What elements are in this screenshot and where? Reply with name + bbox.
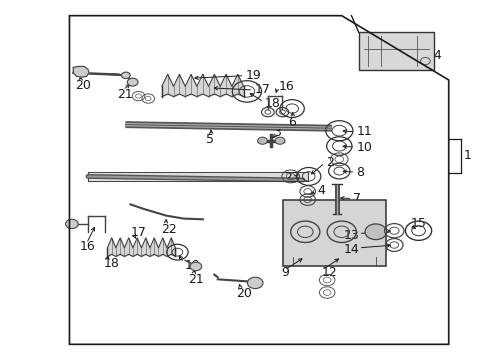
Circle shape — [190, 262, 201, 271]
Text: 17: 17 — [254, 84, 269, 96]
Text: 16: 16 — [278, 80, 294, 93]
Circle shape — [121, 72, 130, 78]
Text: 12: 12 — [321, 266, 336, 279]
Circle shape — [247, 277, 263, 289]
Text: 8: 8 — [356, 166, 364, 179]
Text: 14: 14 — [343, 243, 359, 256]
Circle shape — [365, 224, 386, 240]
Text: 5: 5 — [205, 133, 213, 146]
Text: 16: 16 — [80, 240, 96, 253]
Circle shape — [257, 137, 267, 144]
Text: 18: 18 — [103, 257, 119, 270]
Text: 6: 6 — [287, 116, 296, 129]
Text: 1: 1 — [462, 149, 470, 162]
Text: 18: 18 — [264, 97, 280, 110]
Text: 22: 22 — [161, 223, 176, 236]
Text: 15: 15 — [410, 217, 426, 230]
Text: 19: 19 — [245, 69, 261, 82]
Text: 23: 23 — [284, 171, 300, 184]
Text: 21: 21 — [188, 273, 204, 286]
Text: 2: 2 — [325, 156, 333, 169]
Text: 21: 21 — [117, 88, 133, 101]
Text: 9: 9 — [281, 266, 288, 279]
Text: 3: 3 — [272, 126, 280, 139]
FancyBboxPatch shape — [283, 200, 385, 266]
Text: 10: 10 — [356, 141, 371, 154]
Text: 20: 20 — [235, 287, 251, 300]
Circle shape — [127, 78, 138, 86]
Text: 11: 11 — [356, 125, 371, 138]
FancyBboxPatch shape — [358, 32, 433, 70]
Text: 20: 20 — [75, 79, 91, 92]
Text: 17: 17 — [130, 226, 146, 239]
Text: 13: 13 — [343, 229, 359, 242]
Circle shape — [275, 137, 285, 144]
Text: 19: 19 — [184, 258, 200, 271]
Text: 24: 24 — [425, 49, 441, 62]
Text: 4: 4 — [317, 184, 325, 197]
Text: 7: 7 — [353, 192, 361, 205]
Circle shape — [65, 219, 78, 229]
Polygon shape — [73, 66, 89, 77]
